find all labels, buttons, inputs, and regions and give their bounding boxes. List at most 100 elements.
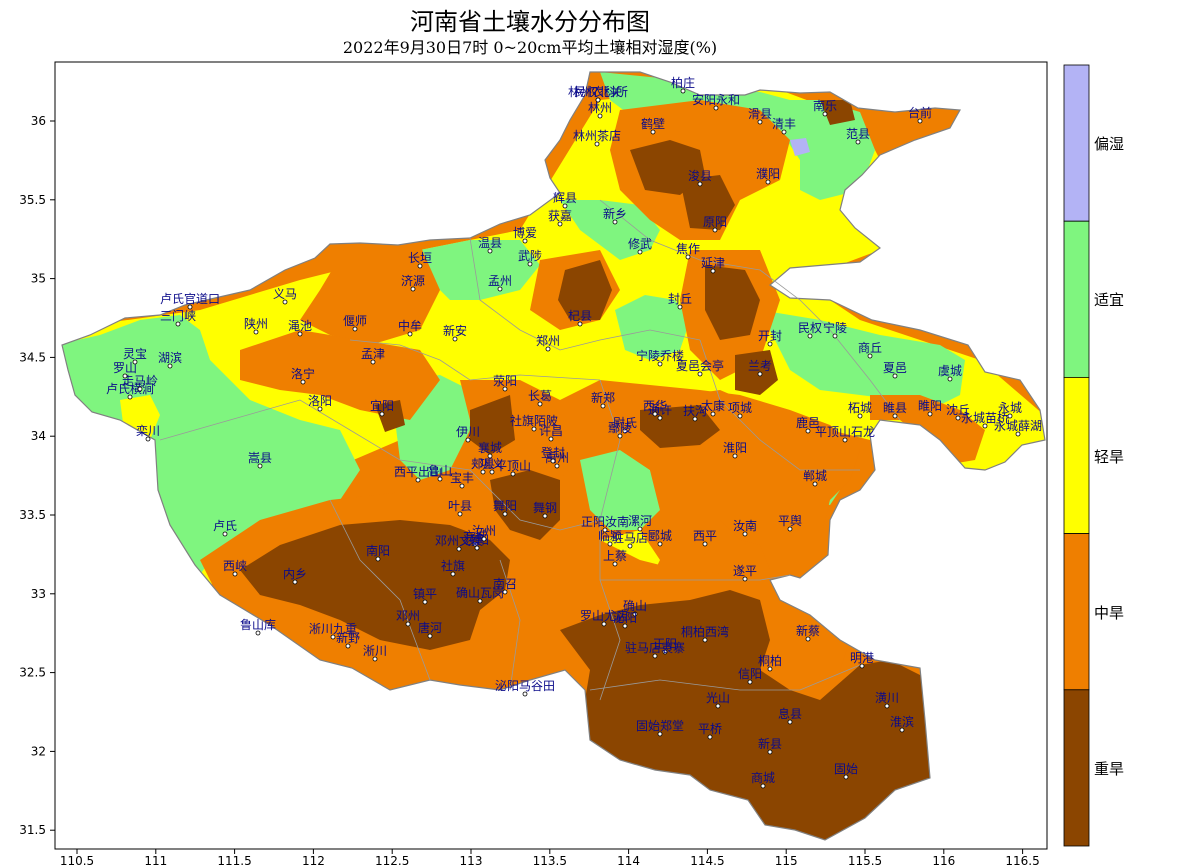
station-label: 兰考	[748, 359, 772, 373]
station-label: 西平	[693, 529, 717, 543]
station-marker	[465, 437, 471, 443]
station-marker	[415, 477, 421, 483]
station-label: 南阳	[366, 543, 390, 558]
station-marker	[477, 598, 483, 604]
station-marker	[317, 406, 323, 412]
station-marker	[680, 88, 686, 94]
station-label: 确山瓦岗	[456, 586, 504, 600]
station-label: 焦作	[676, 242, 700, 256]
station-marker	[145, 436, 151, 442]
station-label: 汝州	[472, 524, 496, 538]
station-marker	[522, 238, 528, 244]
station-marker	[497, 286, 503, 292]
station-marker	[612, 561, 618, 567]
station-label: 光山	[706, 691, 730, 705]
station-label: 郸城	[803, 469, 827, 483]
station-label: 获嘉	[548, 209, 572, 223]
station-marker	[545, 346, 551, 352]
station-label: 柘城	[848, 401, 872, 415]
station-marker	[297, 331, 303, 337]
station-marker	[607, 541, 613, 547]
station-marker	[822, 111, 828, 117]
station-marker	[602, 527, 608, 533]
station-marker	[632, 611, 638, 617]
y-tick-label: 36	[31, 114, 46, 128]
x-tick-label: 110.5	[60, 854, 94, 867]
station-marker	[805, 636, 811, 642]
station-label: 平舆	[778, 513, 802, 528]
station-marker	[562, 203, 568, 209]
station-label: 舞阳	[493, 499, 517, 513]
station-label: 漯河	[628, 514, 652, 528]
station-marker	[947, 376, 953, 382]
station-label: 卢氏横涧	[106, 381, 154, 396]
prefecture-borders	[159, 199, 901, 701]
station-marker	[372, 656, 378, 662]
station-marker	[379, 411, 385, 417]
station-label: 延津	[701, 256, 725, 270]
station-label: 汝阳	[465, 533, 489, 547]
station-marker	[489, 469, 495, 475]
station-marker	[617, 433, 623, 439]
station-marker	[502, 386, 508, 392]
station-marker	[527, 261, 533, 267]
station-marker	[742, 576, 748, 582]
station-label: 宁陵乔楼	[636, 348, 684, 363]
station-label: 扶沟	[683, 403, 707, 418]
station-label: 封丘	[668, 292, 692, 306]
legend-swatch	[1063, 64, 1090, 222]
station-label: 固始郑堂	[636, 718, 684, 733]
station-marker	[1015, 431, 1021, 437]
station-marker	[253, 329, 259, 335]
station-label: 洛阳	[308, 393, 332, 408]
station-label: 桐柏	[758, 653, 782, 668]
station-label: 卢氏	[213, 518, 237, 533]
station-label: 正阳汝南	[581, 514, 629, 529]
station-label: 正阳	[653, 637, 677, 651]
legend-swatch	[1063, 533, 1090, 691]
station-label: 济源	[401, 273, 425, 288]
legend-colorbar	[1063, 64, 1090, 847]
station-label: 桐柏西湾	[681, 624, 729, 639]
station-marker	[702, 541, 708, 547]
station-label: 内乡	[283, 567, 307, 581]
station-label: 永城苗桥	[961, 411, 1009, 425]
station-marker	[697, 371, 703, 377]
station-marker	[657, 541, 663, 547]
map-subtitle: 2022年9月30日7时 0~20cm平均土壤相对湿度(%)	[342, 38, 718, 57]
station-label: 鲁山	[428, 464, 452, 478]
station-marker	[456, 546, 462, 552]
station-marker	[757, 119, 763, 125]
station-label: 叶县	[448, 499, 472, 513]
station-marker	[522, 691, 528, 697]
station-label: 三门峡	[160, 308, 196, 323]
station-marker	[662, 649, 668, 655]
station-label: 孟津	[361, 347, 385, 361]
station-marker	[899, 727, 905, 733]
station-marker	[767, 341, 773, 347]
station-marker	[427, 633, 433, 639]
station-label: 罗山尤店	[580, 609, 628, 623]
station-label: 范县	[846, 127, 870, 141]
station-marker	[550, 458, 556, 464]
station-marker	[767, 666, 773, 672]
station-label: 睢阳	[918, 399, 942, 413]
station-label: 驻马店	[612, 530, 648, 545]
station-marker	[622, 623, 628, 629]
station-marker	[502, 589, 508, 595]
legend-swatch	[1063, 689, 1090, 847]
station-label: 镇平	[413, 587, 437, 601]
station-marker	[300, 379, 306, 385]
station-marker	[747, 679, 753, 685]
station-marker	[600, 403, 606, 409]
station-label: 太康	[701, 398, 725, 413]
station-marker	[480, 469, 486, 475]
station-marker	[805, 428, 811, 434]
station-label: 林州农科所	[568, 85, 628, 99]
station-label: 邓州	[396, 609, 420, 623]
station-label: 潢川	[875, 691, 899, 705]
station-label: 新郑	[591, 390, 615, 405]
station-marker	[137, 386, 143, 392]
station-marker	[542, 513, 548, 519]
